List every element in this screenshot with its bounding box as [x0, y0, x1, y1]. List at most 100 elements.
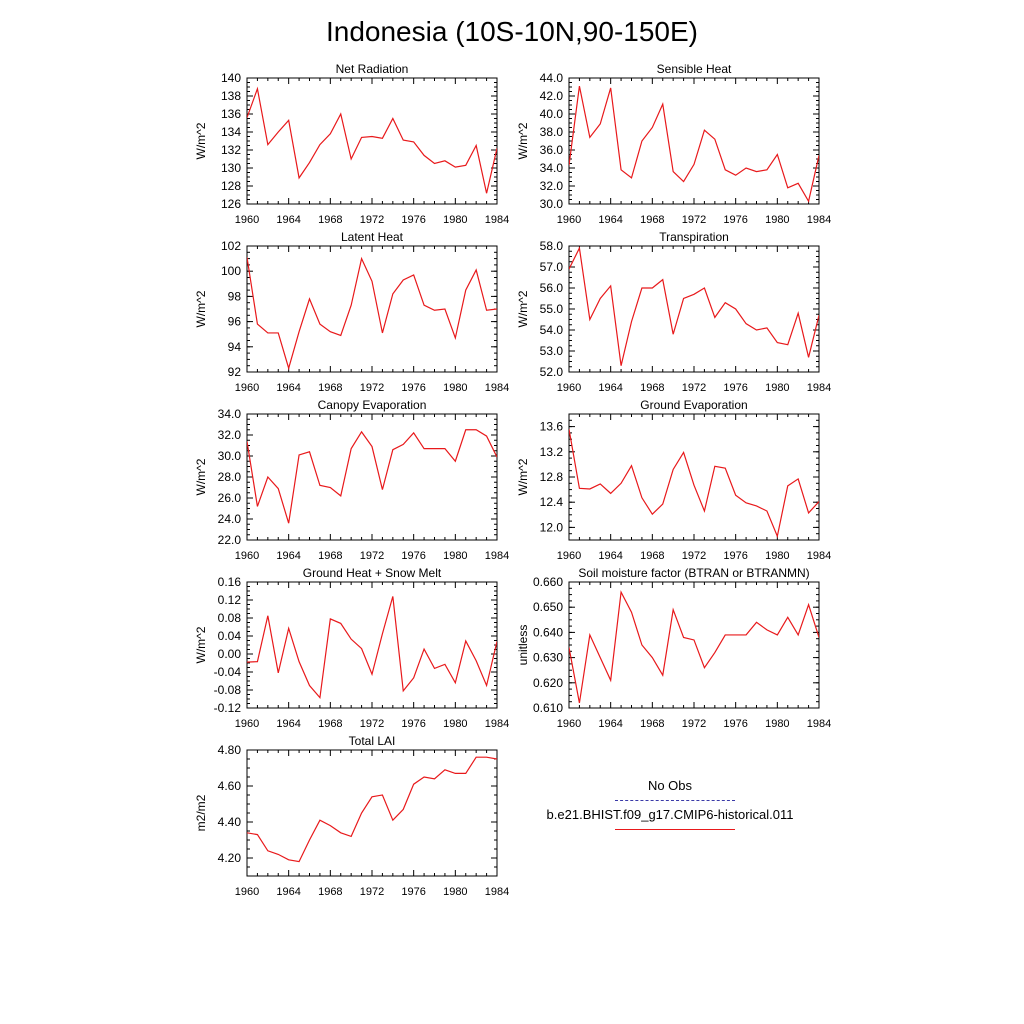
x-tick-label: 1984: [807, 214, 831, 226]
y-tick-label: 42.0: [540, 89, 564, 103]
panel-3: Transpiration W/m^2 1960 1964 1968 1972 1976 19…: [516, 230, 831, 394]
x-tick-label: 1984: [807, 382, 831, 394]
y-axis-label: W/m^2: [516, 122, 530, 159]
x-tick-label: 1980: [765, 550, 789, 562]
x-tick-label: 1976: [723, 214, 747, 226]
series-line: [247, 596, 497, 700]
y-tick-label: 12.8: [540, 470, 564, 484]
y-tick-label: 4.40: [218, 815, 242, 829]
series-line: [569, 85, 819, 203]
x-tick-label: 1976: [723, 550, 747, 562]
x-tick-label: 1972: [360, 718, 384, 730]
x-tick-label: 1964: [598, 214, 622, 226]
y-tick-label: 4.20: [218, 851, 242, 865]
panel-title: Ground Heat + Snow Melt: [303, 566, 442, 580]
series-line: [247, 256, 497, 371]
y-tick-label: 0.08: [218, 611, 242, 625]
y-tick-label: 57.0: [540, 260, 564, 274]
y-axis-label: W/m^2: [516, 458, 530, 495]
x-tick-label: 1984: [807, 550, 831, 562]
legend-model-line: [615, 829, 735, 830]
x-tick-label: 1964: [598, 718, 622, 730]
panel-title: Canopy Evaporation: [318, 398, 427, 412]
series-line: [569, 246, 819, 366]
x-tick-label: 1976: [401, 382, 425, 394]
y-tick-label: 0.630: [533, 651, 563, 665]
plot-frame: [246, 413, 498, 541]
legend-obs-line: [615, 800, 735, 801]
panel-6: Ground Heat + Snow Melt W/m^2 1960 1964 1968…: [194, 566, 509, 730]
x-tick-label: 1968: [640, 718, 664, 730]
panel-title: Transpiration: [659, 230, 729, 244]
x-tick-label: 1980: [765, 214, 789, 226]
y-tick-label: 140: [221, 71, 241, 85]
y-tick-label: -0.12: [214, 701, 242, 715]
x-tick-label: 1980: [443, 718, 467, 730]
x-tick-label: 1960: [235, 718, 259, 730]
panel-title: Ground Evaporation: [640, 398, 747, 412]
y-tick-label: 13.2: [540, 445, 564, 459]
y-tick-label: 28.0: [218, 470, 242, 484]
x-tick-label: 1964: [276, 718, 300, 730]
x-tick-label: 1972: [360, 382, 384, 394]
x-tick-label: 1984: [485, 886, 509, 898]
y-tick-label: 0.16: [218, 575, 242, 589]
x-tick-label: 1984: [485, 550, 509, 562]
panel-title: Total LAI: [349, 734, 396, 748]
panel-title: Sensible Heat: [657, 62, 732, 76]
x-tick-label: 1980: [765, 382, 789, 394]
y-axis-label: W/m^2: [194, 626, 208, 663]
series-line: [569, 590, 819, 704]
panel-2: Latent Heat W/m^2 1960 1964 1968 1972 1976 1980…: [194, 230, 509, 394]
plot-frame: [568, 245, 820, 373]
x-tick-label: 1964: [276, 214, 300, 226]
x-tick-label: 1976: [401, 718, 425, 730]
x-tick-label: 1972: [360, 550, 384, 562]
x-tick-label: 1968: [640, 214, 664, 226]
panel-1: Sensible Heat W/m^2 1960 1964 1968 1972 1976 19…: [516, 62, 831, 226]
x-tick-label: 1984: [485, 382, 509, 394]
plot-frame: [568, 581, 820, 709]
x-tick-label: 1980: [443, 214, 467, 226]
y-tick-label: 0.00: [218, 647, 242, 661]
y-tick-label: 100: [221, 264, 241, 278]
x-tick-label: 1964: [276, 382, 300, 394]
x-tick-label: 1976: [401, 214, 425, 226]
y-axis-label: unitless: [516, 625, 530, 666]
y-tick-label: 134: [221, 125, 241, 139]
y-tick-label: 0.640: [533, 625, 563, 639]
y-tick-label: 130: [221, 161, 241, 175]
y-tick-label: 4.80: [218, 743, 242, 757]
y-tick-label: 22.0: [218, 533, 242, 547]
x-tick-label: 1980: [443, 550, 467, 562]
x-tick-label: 1968: [640, 550, 664, 562]
x-tick-label: 1980: [443, 382, 467, 394]
y-tick-label: -0.04: [214, 665, 242, 679]
y-tick-label: 4.60: [218, 779, 242, 793]
x-tick-label: 1972: [682, 550, 706, 562]
x-tick-label: 1976: [723, 382, 747, 394]
y-tick-label: 0.04: [218, 629, 242, 643]
x-tick-label: 1972: [682, 382, 706, 394]
y-tick-label: 138: [221, 89, 241, 103]
x-tick-label: 1960: [235, 214, 259, 226]
y-tick-label: 40.0: [540, 107, 564, 121]
panel-0: Net Radiation W/m^2 1960 1964 1968 1972 1976 19…: [194, 62, 509, 226]
y-tick-label: 12.4: [540, 495, 564, 509]
y-tick-label: 30.0: [540, 197, 564, 211]
x-tick-label: 1960: [557, 718, 581, 730]
y-tick-label: 92: [228, 365, 242, 379]
y-tick-label: 34.0: [218, 407, 242, 421]
x-tick-label: 1984: [807, 718, 831, 730]
y-tick-label: 32.0: [540, 179, 564, 193]
x-tick-label: 1976: [723, 718, 747, 730]
panel-title: Net Radiation: [336, 62, 409, 76]
x-tick-label: 1960: [557, 214, 581, 226]
x-tick-label: 1976: [401, 886, 425, 898]
legend-obs-label: No Obs: [647, 778, 693, 793]
x-tick-label: 1964: [276, 886, 300, 898]
x-tick-label: 1984: [485, 718, 509, 730]
x-tick-label: 1980: [765, 718, 789, 730]
y-tick-label: 0.12: [218, 593, 242, 607]
panel-4: Canopy Evaporation W/m^2 1960 1964 1968 1972 1…: [194, 398, 509, 562]
